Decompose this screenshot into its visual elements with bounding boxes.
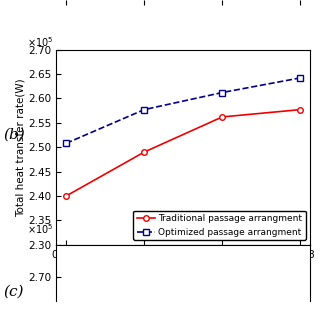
Optimized passage arrangment xyxy=(220,91,224,94)
Text: $\times10^5$: $\times10^5$ xyxy=(27,35,53,49)
Line: Traditional passage arrangment: Traditional passage arrangment xyxy=(63,107,303,199)
Traditional passage arrangment xyxy=(64,194,68,198)
Optimized passage arrangment xyxy=(142,108,146,112)
Legend: Traditional passage arrangment, Optimized passage arrangment: Traditional passage arrangment, Optimize… xyxy=(133,211,306,240)
Traditional passage arrangment xyxy=(220,115,224,119)
Optimized passage arrangment xyxy=(64,141,68,145)
X-axis label: Mean of input mass flow rate(kg/s): Mean of input mass flow rate(kg/s) xyxy=(92,262,274,272)
Text: (c): (c) xyxy=(3,284,24,298)
Y-axis label: Total heat transfer rate(W): Total heat transfer rate(W) xyxy=(15,78,25,217)
Text: $\times10^5$: $\times10^5$ xyxy=(27,223,53,236)
Text: (b): (b) xyxy=(3,127,25,141)
Optimized passage arrangment xyxy=(298,76,302,80)
Traditional passage arrangment xyxy=(298,108,302,112)
Traditional passage arrangment xyxy=(142,150,146,154)
Line: Optimized passage arrangment: Optimized passage arrangment xyxy=(63,75,303,146)
